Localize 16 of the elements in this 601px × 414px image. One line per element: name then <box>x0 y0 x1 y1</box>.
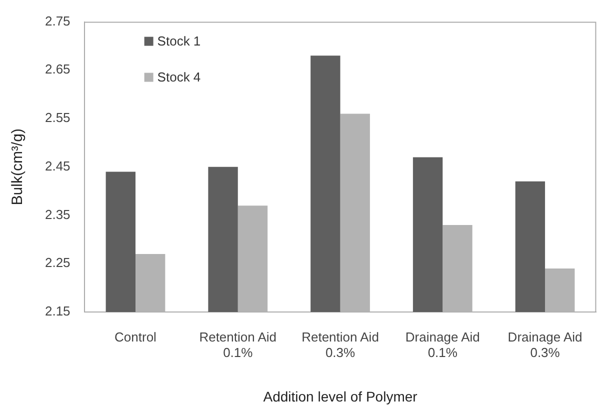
x-tick-label: Retention Aid 0.3% <box>302 329 379 360</box>
x-tick-label: Drainage Aid 0.3% <box>508 329 582 360</box>
legend-label: Stock 4 <box>157 69 201 84</box>
y-tick-label: 2.65 <box>44 62 70 77</box>
x-tick-label: Drainage Aid 0.1% <box>405 329 480 360</box>
y-tick-label: 2.25 <box>44 255 70 270</box>
y-tick-label: 2.35 <box>44 206 70 222</box>
y-axis-title: Bulk(cm³/g) <box>9 128 26 206</box>
y-tick-label: 2.45 <box>44 158 70 174</box>
legend-label: Stock 1 <box>157 33 201 48</box>
y-tick-label: 2.75 <box>44 13 70 28</box>
y-tick-label: 2.55 <box>44 110 70 126</box>
x-axis-title: Addition level of Polymer <box>263 388 418 404</box>
y-tick-label: 2.15 <box>44 304 70 319</box>
x-tick-label: Control <box>114 329 157 344</box>
x-tick-label: Retention Aid 0.1% <box>199 329 277 360</box>
